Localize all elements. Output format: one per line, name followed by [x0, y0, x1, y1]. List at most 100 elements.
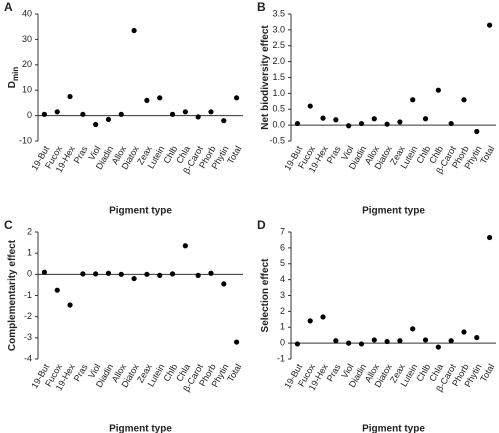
y-tick-label: 7 [280, 226, 285, 236]
y-tick-label: 6 [280, 242, 285, 252]
x-tick-label: Total [478, 362, 496, 383]
data-point [371, 116, 377, 122]
data-point [54, 109, 60, 115]
y-axis-label: Complementarity effect [7, 239, 18, 351]
data-point [461, 97, 467, 103]
y-tick-label: 2 [280, 306, 285, 316]
data-point [486, 22, 493, 28]
y-axis-label-main: D [7, 81, 18, 88]
data-point [221, 118, 227, 124]
data-point [93, 271, 99, 277]
data-point [131, 275, 137, 282]
data-point [105, 270, 112, 276]
data-point [410, 97, 416, 103]
data-point [182, 109, 188, 115]
data-point [410, 326, 416, 332]
x-axis-label: Pigment type [109, 206, 172, 217]
y-tick-label: 40 [22, 8, 32, 18]
data-point [144, 97, 150, 103]
data-point [294, 120, 301, 127]
panel-label: A [4, 0, 13, 14]
data-point [157, 95, 163, 101]
panel-label: C [4, 218, 13, 232]
data-point [105, 116, 112, 123]
data-point [118, 271, 124, 277]
data-point [422, 337, 429, 343]
data-point [169, 271, 176, 277]
y-tick-label: 1 [280, 322, 285, 332]
y-tick-label: 1 [27, 248, 32, 258]
y-tick-label: 30 [22, 34, 32, 44]
panel-label: D [257, 218, 266, 232]
y-tick-label: 2.0 [272, 56, 285, 66]
y-tick-label: 0 [27, 110, 32, 120]
data-point [448, 120, 454, 127]
data-point [93, 121, 99, 128]
data-point [233, 95, 240, 101]
y-tick-label: 20 [22, 59, 32, 69]
y-tick-label: 10 [22, 85, 32, 95]
data-point [144, 271, 150, 277]
data-point [461, 329, 467, 335]
data-point [80, 271, 86, 277]
y-tick-label: 3.5 [272, 8, 285, 18]
data-point [422, 116, 429, 122]
y-tick-label: 3.0 [272, 24, 285, 34]
y-tick-label: 4 [280, 274, 285, 284]
y-tick-label: -1 [24, 290, 32, 300]
data-point [397, 119, 403, 125]
y-tick-label: 1.5 [272, 72, 285, 82]
data-point [182, 243, 188, 249]
data-point [358, 341, 365, 347]
data-point [208, 109, 214, 115]
data-point [41, 111, 48, 117]
y-tick-label: 2.5 [272, 40, 285, 50]
y-tick-label: 0.0 [272, 120, 285, 130]
y-tick-label: 5 [280, 258, 285, 268]
data-point [195, 272, 201, 278]
data-point [208, 270, 214, 276]
data-point [371, 337, 377, 343]
y-axis-label: Selection effect [260, 258, 271, 333]
data-point [41, 269, 48, 275]
data-point [80, 111, 86, 117]
y-tick-label: 0 [27, 269, 32, 279]
y-axis-label-main: Net biodiversity effect [260, 25, 271, 130]
data-point [397, 338, 403, 344]
y-axis-label-main: Selection effect [260, 258, 271, 333]
data-point [346, 340, 352, 346]
data-point [435, 87, 441, 93]
panel-label: B [257, 0, 266, 14]
data-point [333, 117, 339, 123]
data-point [320, 115, 326, 121]
x-tick-label: Total [225, 144, 243, 165]
data-point [118, 111, 124, 117]
data-point [195, 114, 201, 120]
y-tick-label: 0.5 [272, 104, 285, 114]
x-tick-label: Total [478, 144, 496, 165]
data-point [131, 27, 137, 34]
data-point [448, 338, 454, 344]
y-axis-label: Net biodiversity effect [260, 25, 271, 130]
y-tick-label: -3 [24, 332, 32, 342]
data-point [169, 111, 176, 117]
y-axis-label-main: Complementarity effect [7, 239, 18, 351]
data-point [333, 338, 339, 344]
data-point [307, 318, 313, 324]
data-point [384, 121, 390, 127]
data-point [157, 272, 163, 278]
data-point [307, 103, 313, 109]
data-point [384, 338, 390, 345]
y-tick-label: -10 [19, 135, 32, 145]
data-point [358, 120, 365, 127]
y-axis-label: Dmin [7, 67, 20, 89]
data-point [221, 281, 227, 287]
x-axis-label: Pigment type [362, 424, 425, 433]
data-point [474, 128, 480, 135]
data-point [67, 302, 73, 308]
y-tick-label: -1 [277, 353, 285, 363]
y-tick-label: -4 [24, 353, 32, 363]
y-tick-label: 2 [27, 226, 32, 236]
y-tick-label: -0.5 [269, 135, 285, 145]
